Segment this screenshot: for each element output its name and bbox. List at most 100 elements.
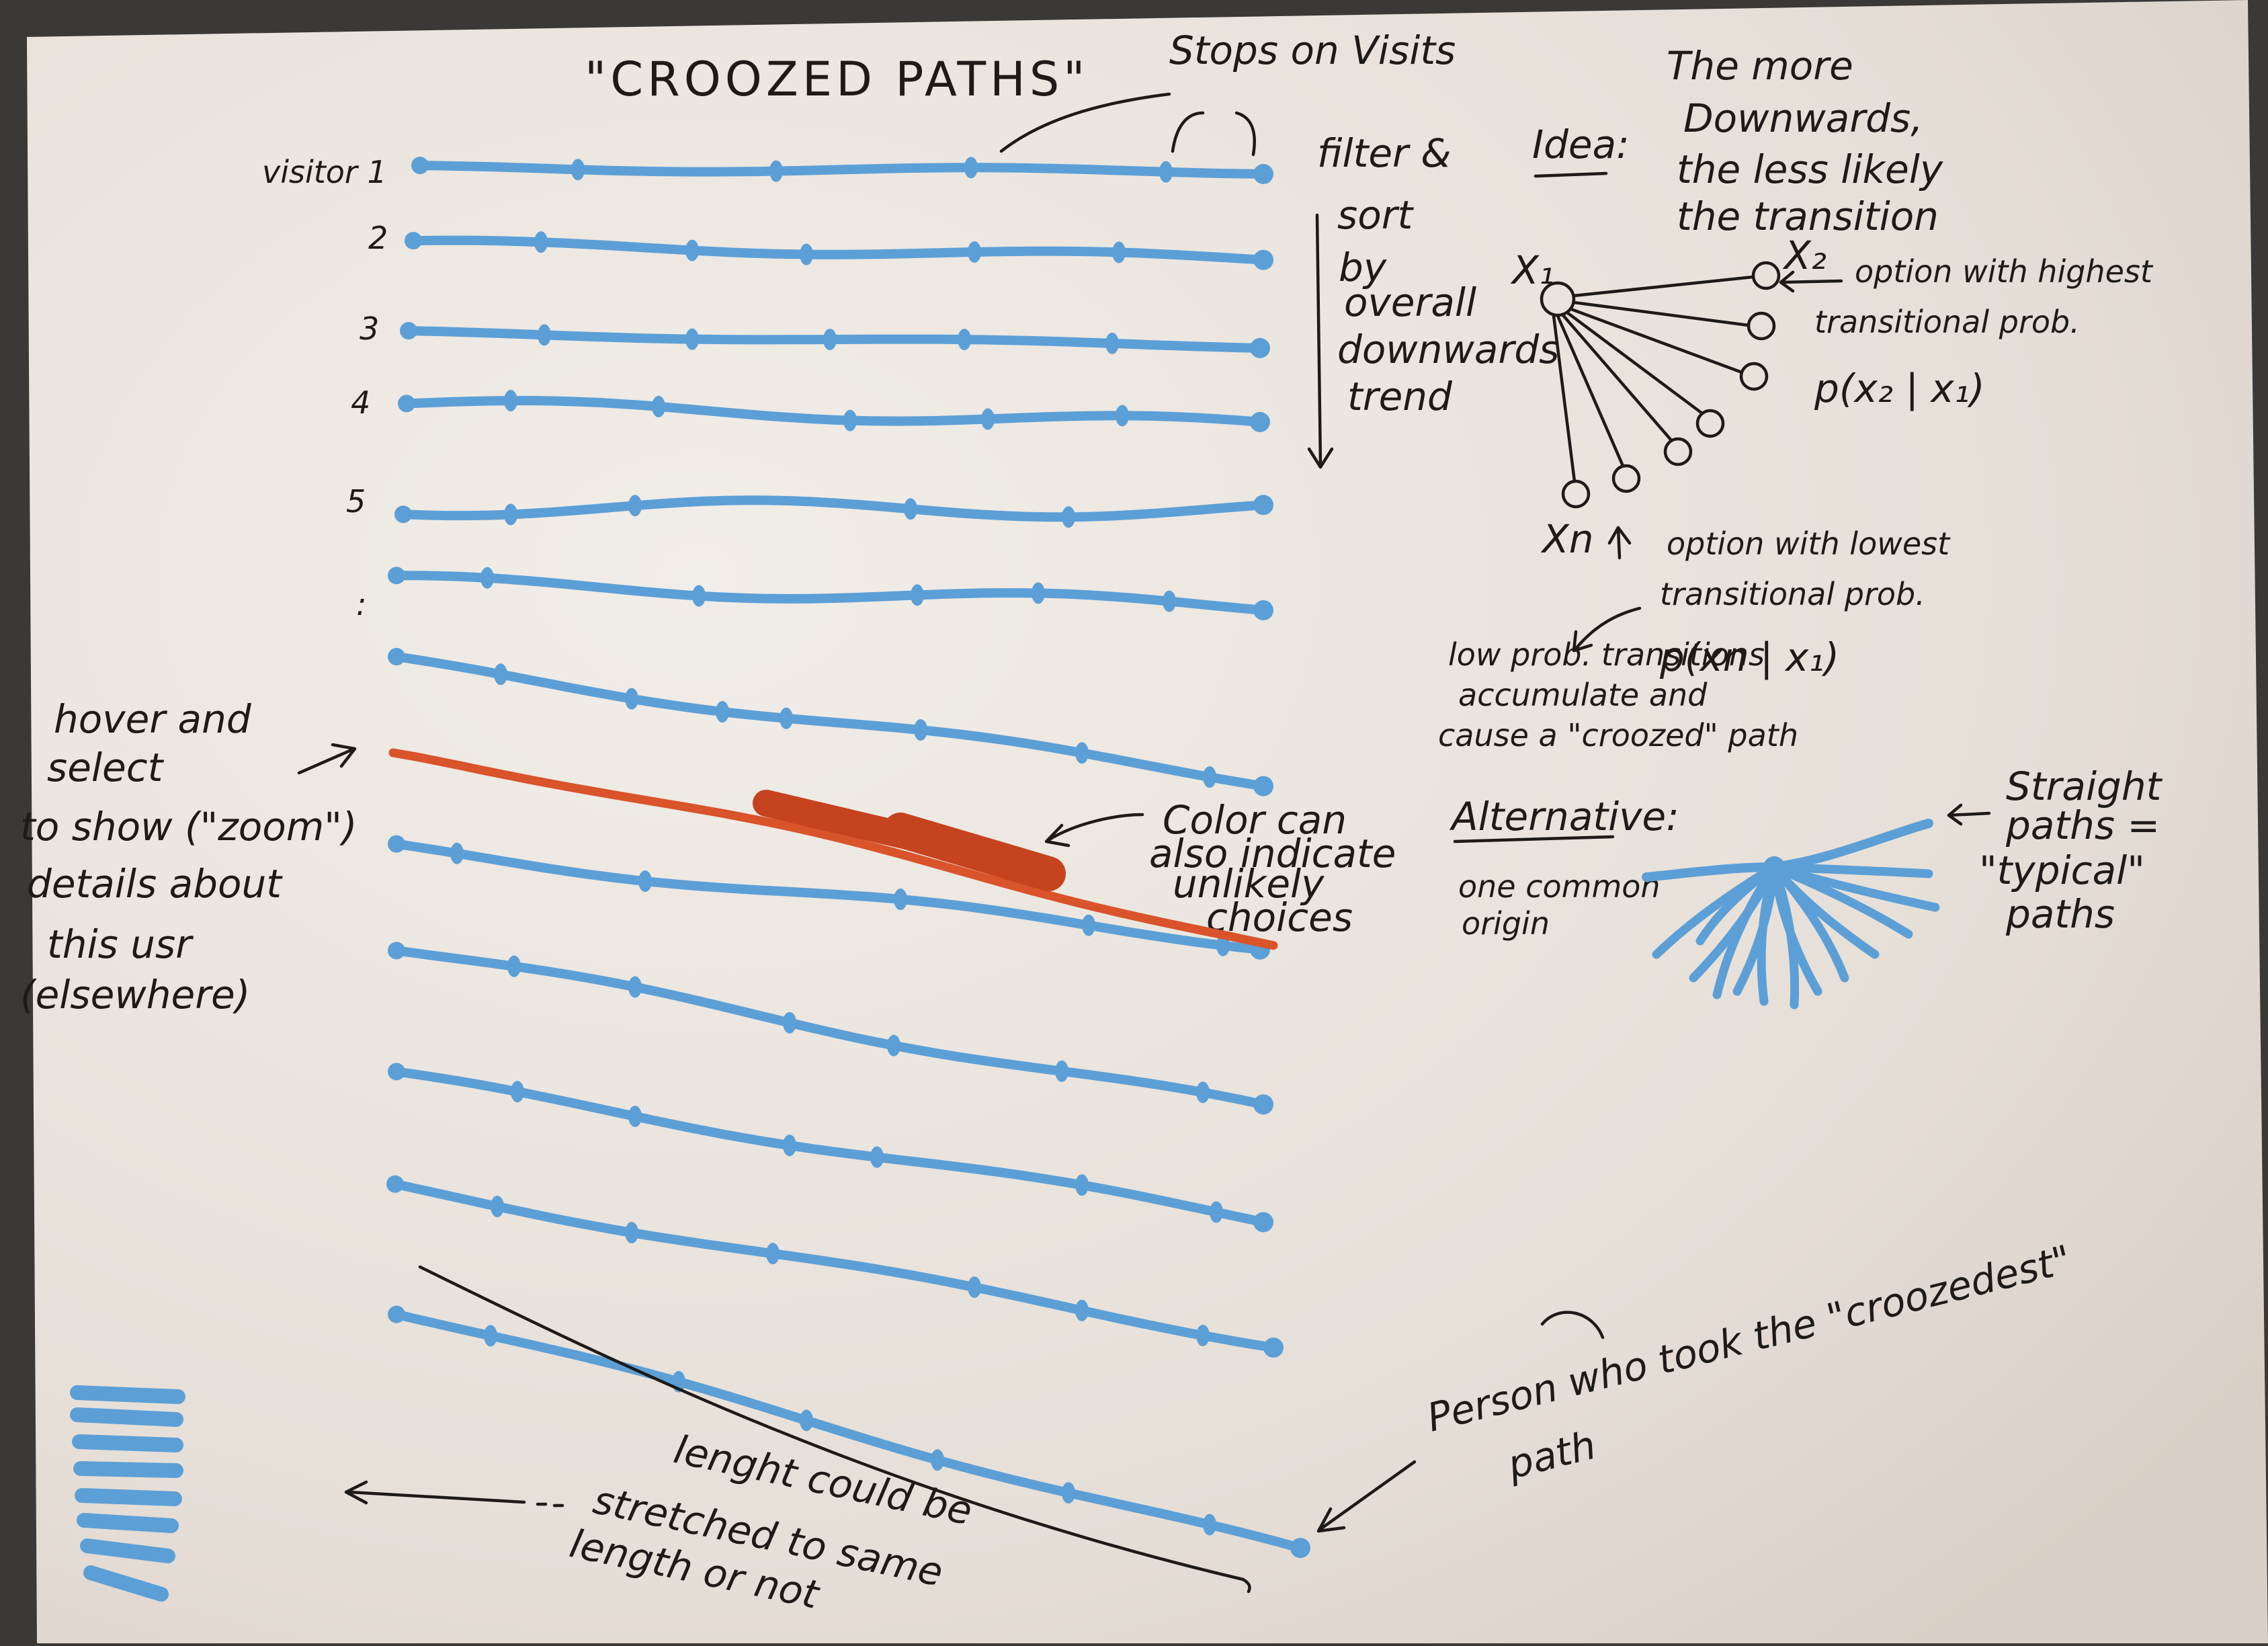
stop-marker [783,1135,796,1157]
path-end-dot [1253,163,1273,184]
stop-marker [628,495,642,517]
svg-text:accumulate and: accumulate and [1458,677,1708,713]
svg-text:downwards: downwards [1337,327,1559,372]
svg-text:details about: details about [27,861,283,907]
path-start-dot [398,395,415,413]
svg-text:transitional prob.: transitional prob. [1814,304,2080,340]
row-label: 5 [346,483,366,520]
option-node [1739,362,1769,391]
stop-marker [1216,934,1230,956]
svg-text:unlikely: unlikely [1173,861,1325,907]
stop-marker [571,159,585,181]
stops-note: Stops on Visits [999,28,1456,157]
legend-bar [70,1407,183,1427]
stop-marker [1159,161,1173,183]
lowest-note: option with lowest transitional prob. p(… [1572,526,1951,680]
stop-marker [911,584,924,606]
burst-ray [1695,862,1779,946]
alternative-note: Alternative: one common origin [1449,794,1679,942]
svg-text:Stops on Visits: Stops on Visits [1169,28,1456,73]
highest-note: option with highest transitional prob. p… [1779,253,2154,411]
path-end-dot [1253,600,1273,620]
stop-marker [1210,1201,1223,1223]
path-start-dot [386,1175,404,1193]
visit-path [392,571,1268,615]
legend-bar [75,1488,182,1506]
visit-path [390,1179,1278,1352]
stop-marker [1112,241,1126,263]
svg-text:sort: sort [1337,192,1415,238]
path-end-dot [1253,776,1273,796]
svg-text:p(xn | x₁): p(xn | x₁) [1659,634,1839,680]
highlighted-path [388,748,1278,950]
stop-marker [685,328,699,350]
svg-text:low prob. transitions: low prob. transitions [1448,636,1765,673]
stop-marker [538,324,551,346]
stop-marker [1075,1174,1089,1196]
visit-paths [386,157,1310,1559]
row-label: 2 [368,220,388,256]
path-end-dot [1253,495,1273,516]
stop-marker [1075,1299,1089,1321]
stop-marker [780,707,793,729]
svg-text:this usr: this usr [47,921,194,967]
visit-path [398,495,1268,522]
stop-marker [894,889,907,911]
stop-marker [823,329,837,351]
svg-text:origin: origin [1462,905,1550,942]
stop-marker [480,567,494,589]
stop-marker [494,663,507,686]
row-label: 3 [360,311,379,347]
stop-marker [638,870,652,893]
svg-text:"typical": "typical" [1979,848,2145,893]
svg-text:paths: paths [2005,891,2115,937]
stop-marker [1082,914,1095,936]
straight-note: Straight paths = "typical" paths [1947,764,2163,937]
stop-marker [628,976,642,998]
stop-marker [652,395,665,417]
legend-bar [72,1434,183,1452]
stop-marker [1116,405,1129,427]
stop-marker [491,1196,504,1218]
legend-bar [80,1538,175,1563]
burst-ray [1769,862,1880,959]
stop-marker [914,719,927,741]
row-labels: visitor 1 2 3 4 5 : [262,154,388,622]
stop-marker [628,1105,642,1127]
stop-marker [625,688,638,710]
sort-down-arrow [1315,213,1322,466]
stop-marker [1196,1081,1210,1104]
stop-marker [1203,1514,1216,1536]
svg-text:one common: one common [1458,868,1661,905]
path-start-dot [388,835,405,853]
legend-bar [70,1385,185,1404]
stop-marker [843,409,857,431]
node-label-xn: Xn [1540,516,1594,562]
path-length-legend [70,1385,185,1602]
stop-marker [766,1243,780,1265]
row-label: visitor 1 [262,154,387,190]
stop-marker [1075,742,1089,764]
hover-note: hover and select to show ("zoom") detail… [20,696,358,1018]
path-end-dot [1290,1538,1310,1559]
sketch-title: "CROOZED PATHS" [585,52,1089,107]
svg-text:the less likely: the less likely [1677,147,1943,192]
stop-marker [870,1146,884,1168]
svg-text:paths =: paths = [2005,803,2160,848]
path-start-dot [405,232,422,250]
path-start-dot [411,157,429,175]
color-note: Color can also indicate unlikely choices [1044,797,1396,940]
burst-ray [1712,862,1779,999]
svg-text:transitional prob.: transitional prob. [1660,576,1925,612]
path-end-dot [1263,1338,1284,1358]
stop-marker [1032,582,1045,604]
stop-marker [450,842,464,864]
path-start-dot [400,322,417,340]
stop-marker [504,390,517,412]
svg-text:trend: trend [1347,374,1453,419]
stop-marker [484,1325,497,1347]
stop-marker [1062,506,1075,528]
path-end-dot [1253,249,1273,270]
svg-text:Downwards,: Downwards, [1683,95,1923,141]
path-start-dot [388,567,405,585]
